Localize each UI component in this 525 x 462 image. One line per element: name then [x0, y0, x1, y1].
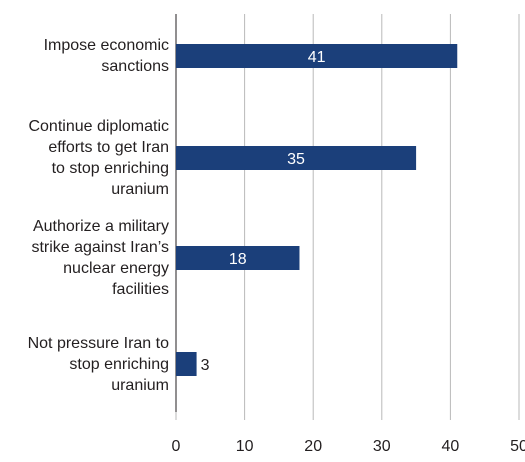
- x-tick-label: 30: [373, 438, 391, 455]
- bar: [176, 352, 197, 376]
- category-label-line: Not pressure Iran to: [27, 334, 169, 352]
- category-label-line: sanctions: [101, 58, 169, 75]
- bar: [176, 146, 417, 170]
- category-label-line: uranium: [111, 181, 169, 198]
- category-label: Impose economic sanctions: [44, 35, 169, 77]
- category-label: Continue diplomatic efforts to get Iran to…: [28, 116, 169, 200]
- category-label: Authorize a military strike against Iran’…: [31, 216, 169, 300]
- category-label: Not pressure Iran to stop enriching uraniu…: [28, 333, 169, 396]
- category-label-line: stop enriching: [69, 355, 169, 373]
- x-tick-label: 40: [442, 438, 460, 455]
- bar-value-label: 18: [229, 251, 247, 268]
- category-label-line: Impose economic: [43, 37, 169, 54]
- category-label-line: Continue diplomatic: [28, 118, 169, 135]
- bar: [176, 44, 458, 68]
- category-label-line: facilities: [112, 281, 169, 298]
- category-label-line: to stop enriching: [51, 160, 169, 177]
- category-label-line: nuclear energy: [63, 260, 169, 277]
- bar: [176, 246, 300, 270]
- category-label-line: efforts to get Iran: [48, 139, 169, 156]
- x-tick-label: 10: [236, 438, 254, 455]
- bar-value-label: 41: [308, 49, 326, 66]
- x-tick-label: 50: [510, 438, 525, 455]
- category-label-line: strike against Iran’s: [31, 239, 169, 256]
- bar-value-label: 3: [201, 357, 210, 374]
- bar-value-label: 35: [287, 151, 305, 168]
- x-tick-label: 0: [172, 438, 181, 455]
- x-tick-label: 20: [304, 438, 322, 455]
- category-label-line: uranium: [111, 376, 169, 394]
- category-label-line: Authorize a military: [32, 218, 169, 235]
